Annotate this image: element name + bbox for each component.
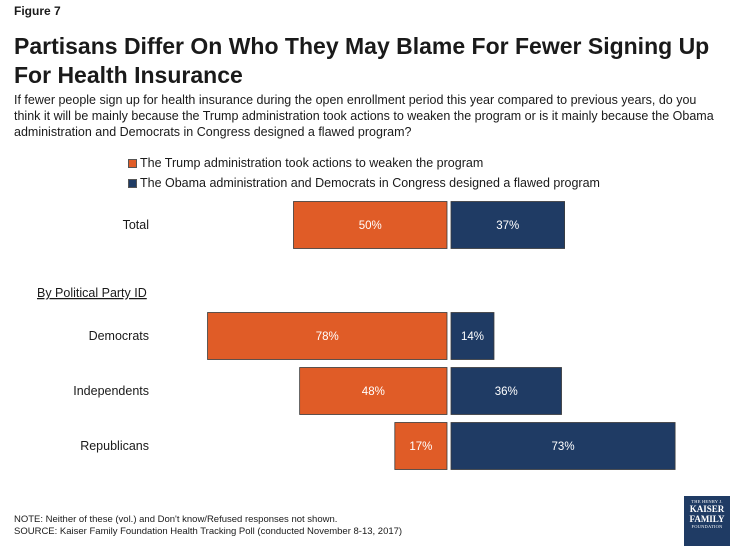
- bar-trump-republicans: [394, 422, 448, 470]
- chart-subtitle: If fewer people sign up for health insur…: [14, 93, 714, 139]
- category-label-democrats: Democrats: [89, 329, 149, 343]
- logo-line3: FAMILY: [689, 514, 725, 524]
- data-label-obama-independents: 36%: [495, 386, 518, 398]
- bar-trump-democrats: [207, 312, 448, 360]
- data-label-trump-total: 50%: [359, 220, 382, 232]
- bar-trump-total: [293, 201, 448, 249]
- chart-title: Partisans Differ On Who They May Blame F…: [14, 33, 710, 88]
- bar-obama-independents: [450, 367, 562, 415]
- note-text: NOTE: Neither of these (vol.) and Don't …: [14, 514, 338, 525]
- category-label-independents: Independents: [73, 384, 149, 398]
- data-label-obama-republicans: 73%: [552, 441, 575, 453]
- legend: The Trump administration took actions to…: [128, 153, 600, 193]
- bar-obama-democrats: [450, 312, 495, 360]
- figure-label: Figure 7: [14, 4, 61, 18]
- data-label-trump-republicans: 17%: [409, 441, 432, 453]
- data-label-obama-total: 37%: [496, 220, 519, 232]
- legend-item-obama: The Obama administration and Democrats i…: [128, 173, 600, 193]
- chart-notes: NOTE: Neither of these (vol.) and Don't …: [14, 514, 402, 538]
- legend-swatch-obama: [128, 178, 137, 188]
- data-label-obama-democrats: 14%: [461, 331, 484, 343]
- category-label-republicans: Republicans: [80, 439, 149, 453]
- logo-line2: KAISER: [689, 504, 725, 514]
- logo-line4: FOUNDATION: [691, 524, 723, 529]
- source-text: SOURCE: Kaiser Family Foundation Health …: [14, 526, 403, 537]
- bar-obama-total: [450, 201, 565, 249]
- legend-label-obama: The Obama administration and Democrats i…: [140, 176, 600, 190]
- category-label-total: Total: [123, 218, 149, 232]
- bar-trump-independents: [299, 367, 448, 415]
- legend-item-trump: The Trump administration took actions to…: [128, 153, 600, 173]
- data-label-trump-independents: 48%: [362, 386, 385, 398]
- bar-obama-republicans: [450, 422, 676, 470]
- logo-line1: THE HENRY J.: [691, 499, 723, 504]
- legend-label-trump: The Trump administration took actions to…: [140, 156, 484, 170]
- legend-swatch-trump: [128, 158, 137, 168]
- group-label: By Political Party ID: [37, 286, 147, 300]
- kff-logo: THE HENRY J. KAISER FAMILY FOUNDATION: [684, 496, 730, 546]
- data-label-trump-democrats: 78%: [316, 331, 339, 343]
